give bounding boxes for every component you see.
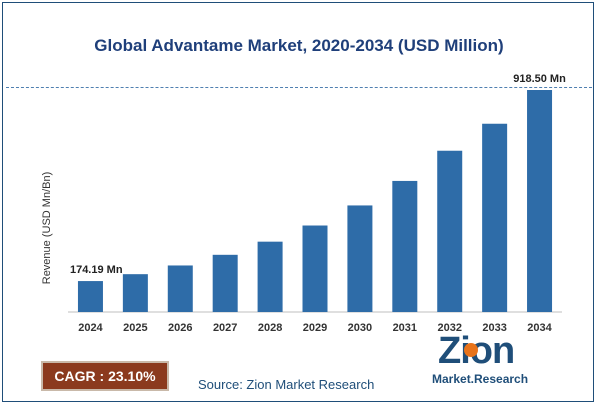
x-tick-label: 2027 [213,322,237,334]
chart-title: Global Advantame Market, 2020-2034 (USD … [94,36,504,55]
logo-subtitle: Market.Research [432,372,529,386]
divider-line [6,87,592,88]
logo-dot-icon [464,343,478,357]
x-tick-label: 2032 [437,322,461,334]
x-tick-label: 2024 [78,322,103,334]
cagr-badge: CAGR : 23.10% [41,361,169,391]
zion-logo: Zion Market.Research [432,330,550,394]
x-tick-label: 2029 [303,322,327,334]
x-tick-label: 2025 [123,322,147,334]
bar-2025 [122,274,148,312]
data-label: 174.19 Mn [70,264,123,276]
bar-2031 [392,180,418,312]
bar-2028 [257,241,283,312]
bar-2027 [212,254,238,312]
bar-2029 [302,225,328,312]
bar-2024 [77,281,103,312]
bar-2033 [482,123,508,312]
x-tick-label: 2033 [482,322,506,334]
bar-2030 [347,205,373,312]
data-label: 918.50 Mn [513,73,566,85]
bar-2034 [527,90,553,312]
source-text: Source: Zion Market Research [198,377,375,392]
x-tick-label: 2034 [527,322,552,334]
bar-2026 [167,265,193,312]
bar-2032 [437,150,463,312]
x-tick-label: 2031 [393,322,417,334]
x-tick-label: 2026 [168,322,192,334]
x-tick-label: 2030 [348,322,372,334]
x-tick-label: 2028 [258,322,282,334]
